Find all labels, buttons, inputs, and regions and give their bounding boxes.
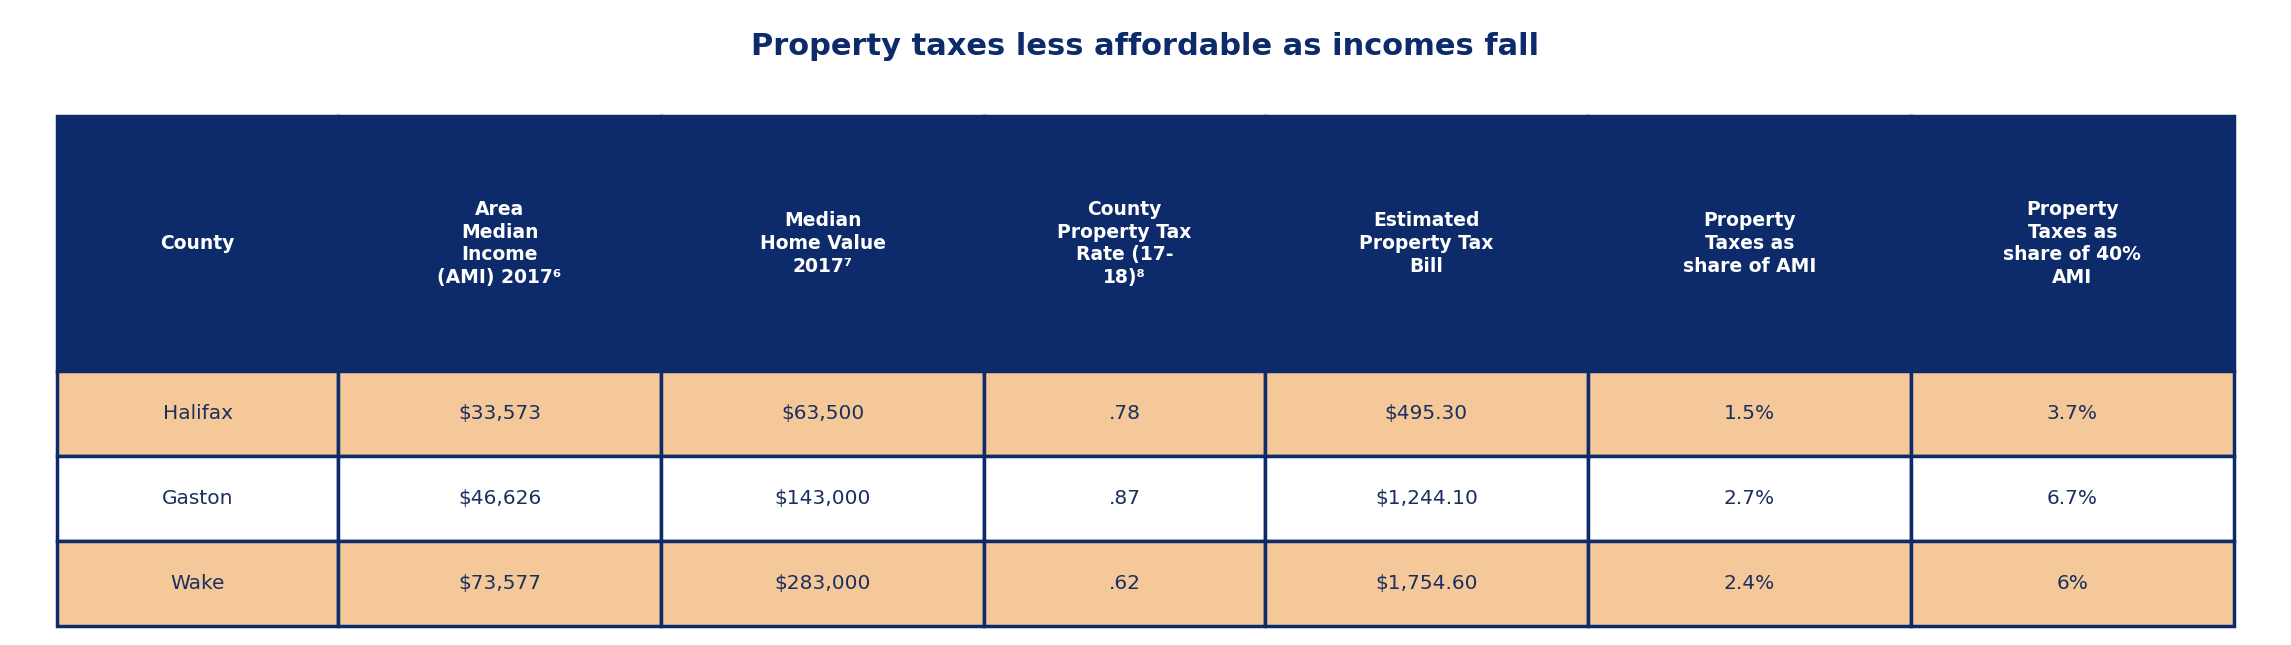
Text: $63,500: $63,500: [781, 404, 864, 423]
Text: .87: .87: [1109, 489, 1141, 508]
Text: County
Property Tax
Rate (17-
18)⁸: County Property Tax Rate (17- 18)⁸: [1056, 200, 1191, 287]
Text: Property
Taxes as
share of 40%
AMI: Property Taxes as share of 40% AMI: [2002, 200, 2142, 287]
Text: 1.5%: 1.5%: [1723, 404, 1776, 423]
Text: 3.7%: 3.7%: [2046, 404, 2099, 423]
Text: Property
Taxes as
share of AMI: Property Taxes as share of AMI: [1682, 212, 1817, 276]
Text: Area
Median
Income
(AMI) 2017⁶: Area Median Income (AMI) 2017⁶: [438, 200, 561, 287]
Text: 6%: 6%: [2057, 573, 2087, 593]
Text: 2.4%: 2.4%: [1723, 573, 1776, 593]
Text: Wake: Wake: [170, 573, 225, 593]
Text: Halifax: Halifax: [163, 404, 234, 423]
Text: $33,573: $33,573: [458, 404, 541, 423]
Text: $143,000: $143,000: [774, 489, 871, 508]
Text: .62: .62: [1109, 573, 1141, 593]
Text: $283,000: $283,000: [774, 573, 871, 593]
Text: 6.7%: 6.7%: [2046, 489, 2099, 508]
Text: Estimated
Property Tax
Bill: Estimated Property Tax Bill: [1359, 212, 1494, 276]
Text: County: County: [160, 234, 236, 253]
Text: Gaston: Gaston: [163, 489, 234, 508]
Text: $495.30: $495.30: [1384, 404, 1469, 423]
Text: 2.7%: 2.7%: [1723, 489, 1776, 508]
Text: Property taxes less affordable as incomes fall: Property taxes less affordable as income…: [751, 32, 1540, 61]
Text: $1,244.10: $1,244.10: [1375, 489, 1478, 508]
Text: .78: .78: [1109, 404, 1141, 423]
Text: Median
Home Value
2017⁷: Median Home Value 2017⁷: [761, 212, 887, 276]
Text: $73,577: $73,577: [458, 573, 541, 593]
Text: $46,626: $46,626: [458, 489, 541, 508]
Text: $1,754.60: $1,754.60: [1375, 573, 1478, 593]
